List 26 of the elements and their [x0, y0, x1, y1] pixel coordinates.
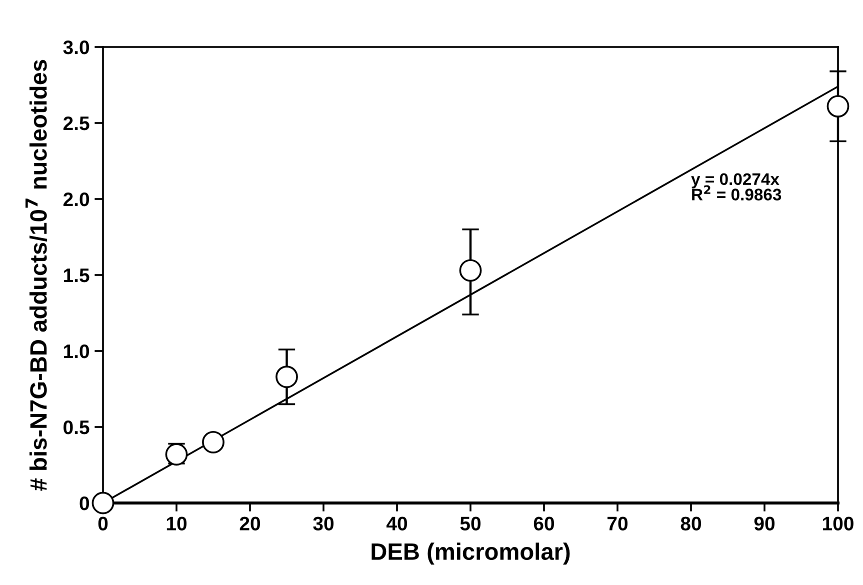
y-tick-label: 0 — [80, 496, 90, 510]
point — [92, 492, 114, 514]
x-tick-label: 30 — [313, 516, 334, 531]
x-tick-label: 20 — [240, 516, 260, 530]
x-tick-label: 70 — [608, 516, 628, 530]
y-tick-label: 1.5 — [64, 268, 90, 282]
y-tick-label: 2.0 — [63, 192, 90, 206]
y-tick-label: 1.0 — [64, 344, 90, 358]
x-tick-label: 0 — [98, 516, 108, 530]
point — [459, 259, 482, 282]
y-tick-label: 0.5 — [64, 420, 90, 434]
annotation: y = 0.0274x R$^{2}$ = 0.9863 — [691, 173, 782, 200]
point — [826, 95, 850, 118]
x-tick-label: 10 — [166, 516, 187, 530]
x-tick-label: 100 — [823, 516, 854, 530]
point — [276, 366, 298, 388]
x-axis-title: DEB (micromolar) — [372, 542, 570, 565]
x-tick-label: 80 — [680, 516, 702, 530]
x-tick-label: 60 — [534, 516, 554, 530]
point — [202, 430, 224, 454]
y-tick-label: 2.5 — [63, 116, 90, 130]
x-tick-label: 50 — [460, 516, 481, 530]
x-tick-label: 90 — [754, 516, 775, 530]
y-tick-label: 3.0 — [63, 40, 90, 54]
y-axis-title: # bis-N7G-BD adducts/10$^{7}$ nucleotides — [26, 60, 48, 491]
x-tick-label: 40 — [386, 516, 408, 530]
